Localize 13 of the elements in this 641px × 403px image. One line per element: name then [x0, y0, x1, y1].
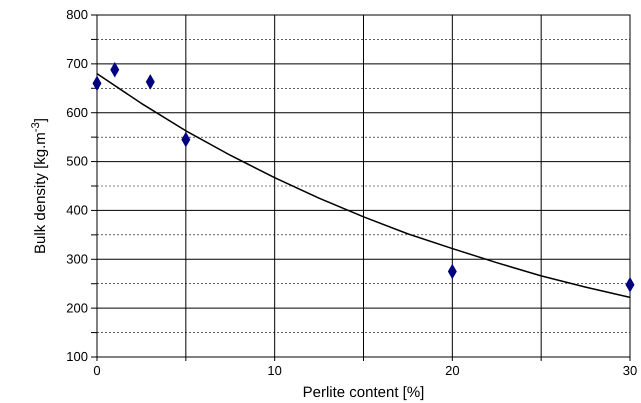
- x-tick-label: 20: [445, 363, 460, 378]
- y-tick-label: 500: [66, 154, 88, 169]
- y-tick-label: 600: [66, 104, 88, 120]
- x-tick-label: 0: [93, 363, 101, 378]
- x-tick-label: 10: [267, 363, 282, 378]
- y-tick-label: 700: [66, 56, 88, 72]
- y-tick-label: 800: [66, 7, 88, 22]
- y-tick-label: 400: [66, 202, 88, 218]
- y-tick-label: 200: [66, 300, 88, 316]
- x-tick-label: 30: [622, 363, 638, 378]
- y-tick-label: 300: [66, 251, 88, 266]
- x-axis-title: Perlite content [%]: [302, 384, 424, 401]
- y-tick-label: 100: [66, 349, 88, 364]
